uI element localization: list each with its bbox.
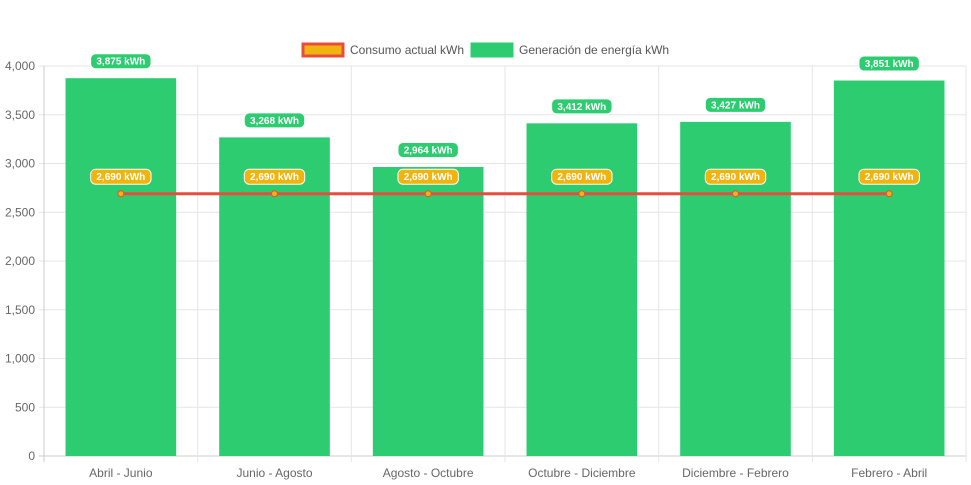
bar-data-label: 3,427 kWh — [704, 96, 767, 113]
x-tick-label: Octubre - Diciembre — [528, 466, 636, 480]
y-tick-label: 2,000 — [5, 254, 35, 268]
line-data-label: 2,690 kWh — [90, 168, 152, 185]
bar-data-label-bg — [90, 53, 152, 70]
line-data-label-text: 2,690 kWh — [404, 172, 453, 183]
bar-data-label-text: 2,964 kWh — [404, 146, 453, 157]
line-point[interactable] — [885, 190, 893, 198]
legend[interactable]: Consumo actual kWh Generación de energía … — [301, 42, 669, 58]
x-tick-label: Abril - Junio — [89, 466, 153, 480]
legend-item-generacion[interactable]: Generación de energía kWh — [470, 42, 669, 58]
line-data-label: 2,690 kWh — [704, 168, 767, 185]
line-series — [117, 190, 893, 198]
legend-item-generacion-label: Generación de energía kWh — [519, 43, 669, 57]
line-point[interactable] — [117, 190, 125, 198]
bar-data-label-bg — [243, 112, 306, 129]
y-tick-label: 2,500 — [5, 205, 35, 219]
x-tick-label: Junio - Agosto — [236, 466, 312, 480]
bar[interactable] — [833, 80, 945, 456]
x-tick-label: Diciembre - Febrero — [682, 466, 789, 480]
bar-data-label-bg — [858, 55, 920, 72]
legend-item-consumo-swatch — [301, 42, 345, 58]
bar-data-label-bg — [397, 142, 459, 159]
bar-data-label-text: 3,268 kWh — [250, 116, 299, 127]
line-data-label-bg — [858, 168, 920, 185]
bar-data-label-text: 3,412 kWh — [557, 102, 606, 113]
line-data-label-text: 2,690 kWh — [865, 172, 914, 183]
bar-data-label: 2,964 kWh — [397, 142, 459, 159]
y-tick-label: 4,000 — [5, 59, 35, 73]
line-data-label: 2,690 kWh — [243, 168, 306, 185]
line-data-label-bg — [90, 168, 152, 185]
y-tick-label: 1,500 — [5, 303, 35, 317]
bar-data-label: 3,875 kWh — [90, 53, 152, 70]
bar-data-label-bg — [551, 98, 613, 115]
line-data-label: 2,690 kWh — [397, 168, 459, 185]
bar-data-label: 3,268 kWh — [243, 112, 306, 129]
line-data-label-bg — [243, 168, 306, 185]
line-point[interactable] — [424, 190, 432, 198]
bar-data-label: 3,412 kWh — [551, 98, 613, 115]
line-point[interactable] — [271, 190, 278, 198]
bar-data-label-text: 3,427 kWh — [711, 100, 760, 111]
line-data-label-text: 2,690 kWh — [96, 172, 145, 183]
line-data-label: 2,690 kWh — [858, 168, 920, 185]
line-data-label-text: 2,690 kWh — [711, 172, 760, 183]
y-tick-label: 3,500 — [5, 108, 35, 122]
bars — [65, 78, 945, 457]
line-data-label-text: 2,690 kWh — [557, 172, 606, 183]
line-point[interactable] — [578, 190, 586, 198]
y-tick-label: 0 — [28, 449, 35, 463]
axes: 0 500 1,000 1,500 2,000 2,500 3,000 3,500 4,000 A… — [5, 59, 927, 480]
bar-data-label-text: 3,875 kWh — [96, 57, 145, 68]
y-tick-label: 3,000 — [5, 157, 35, 171]
bar[interactable] — [372, 167, 484, 456]
grid — [39, 65, 967, 462]
bar-data-label: 3,851 kWh — [858, 55, 920, 72]
data-labels: 3,875 kWh 3,268 kWh 2,964 kWh 3,412 kWh 3,42… — [90, 53, 920, 185]
line-data-label-bg — [551, 168, 613, 185]
line-data-label: 2,690 kWh — [551, 168, 613, 185]
line-data-label-bg — [704, 168, 767, 185]
line-data-label-bg — [397, 168, 459, 185]
y-tick-label: 500 — [15, 400, 35, 414]
x-tick-label: Febrero - Abril — [851, 466, 927, 480]
legend-item-consumo-label: Consumo actual kWh — [350, 43, 464, 57]
x-tick-label: Agosto - Octubre — [383, 466, 474, 480]
legend-item-generacion-swatch — [470, 42, 514, 58]
legend-item-consumo[interactable]: Consumo actual kWh — [301, 42, 464, 58]
bar[interactable] — [219, 137, 330, 456]
bar-data-label-bg — [704, 96, 767, 113]
line-point[interactable] — [732, 190, 739, 198]
bar[interactable] — [65, 78, 177, 456]
line-data-label-text: 2,690 kWh — [250, 172, 299, 183]
y-tick-label: 1,000 — [5, 352, 35, 366]
bar-data-label-text: 3,851 kWh — [865, 59, 914, 70]
